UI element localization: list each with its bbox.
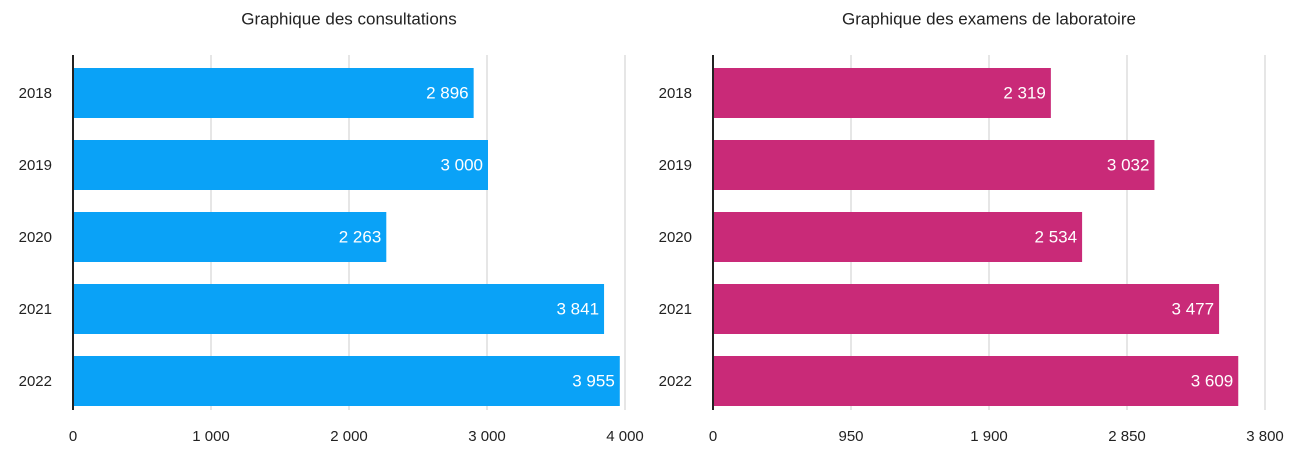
value-label: 2 263 <box>339 227 382 246</box>
x-tick-label: 1 900 <box>970 428 1008 445</box>
x-tick-label: 950 <box>838 428 863 445</box>
bar <box>714 68 1051 118</box>
bar <box>74 212 387 262</box>
x-tick-label: 3 800 <box>1246 428 1284 445</box>
bar <box>714 356 1239 406</box>
value-label: 3 955 <box>572 371 615 390</box>
value-label: 3 841 <box>557 299 600 318</box>
y-tick-label: 2020 <box>19 229 52 246</box>
y-tick-label: 2018 <box>19 85 52 102</box>
x-tick-label: 4 000 <box>606 428 644 445</box>
chart-title: Graphique des examens de laboratoire <box>842 9 1136 28</box>
value-label: 3 609 <box>1191 371 1234 390</box>
x-tick-label: 2 850 <box>1108 428 1146 445</box>
value-label: 2 534 <box>1035 227 1078 246</box>
bar <box>74 68 474 118</box>
value-label: 2 896 <box>426 83 469 102</box>
bar <box>714 140 1155 190</box>
bar <box>74 140 488 190</box>
bar <box>714 284 1220 334</box>
bar <box>74 284 605 334</box>
x-tick-label: 0 <box>709 428 717 445</box>
x-tick-label: 3 000 <box>468 428 506 445</box>
bar <box>714 212 1083 262</box>
value-label: 2 319 <box>1003 83 1046 102</box>
y-tick-label: 2021 <box>659 301 692 318</box>
y-tick-label: 2019 <box>659 157 692 174</box>
value-label: 3 032 <box>1107 155 1150 174</box>
x-tick-label: 1 000 <box>192 428 230 445</box>
value-label: 3 477 <box>1172 299 1215 318</box>
chart-title: Graphique des consultations <box>241 9 456 28</box>
x-tick-label: 2 000 <box>330 428 368 445</box>
value-label: 3 000 <box>440 155 483 174</box>
y-tick-label: 2019 <box>19 157 52 174</box>
y-tick-label: 2018 <box>659 85 692 102</box>
y-tick-label: 2020 <box>659 229 692 246</box>
bar <box>74 356 620 406</box>
y-tick-label: 2021 <box>19 301 52 318</box>
y-tick-label: 2022 <box>19 373 52 390</box>
y-tick-label: 2022 <box>659 373 692 390</box>
x-tick-label: 0 <box>69 428 77 445</box>
